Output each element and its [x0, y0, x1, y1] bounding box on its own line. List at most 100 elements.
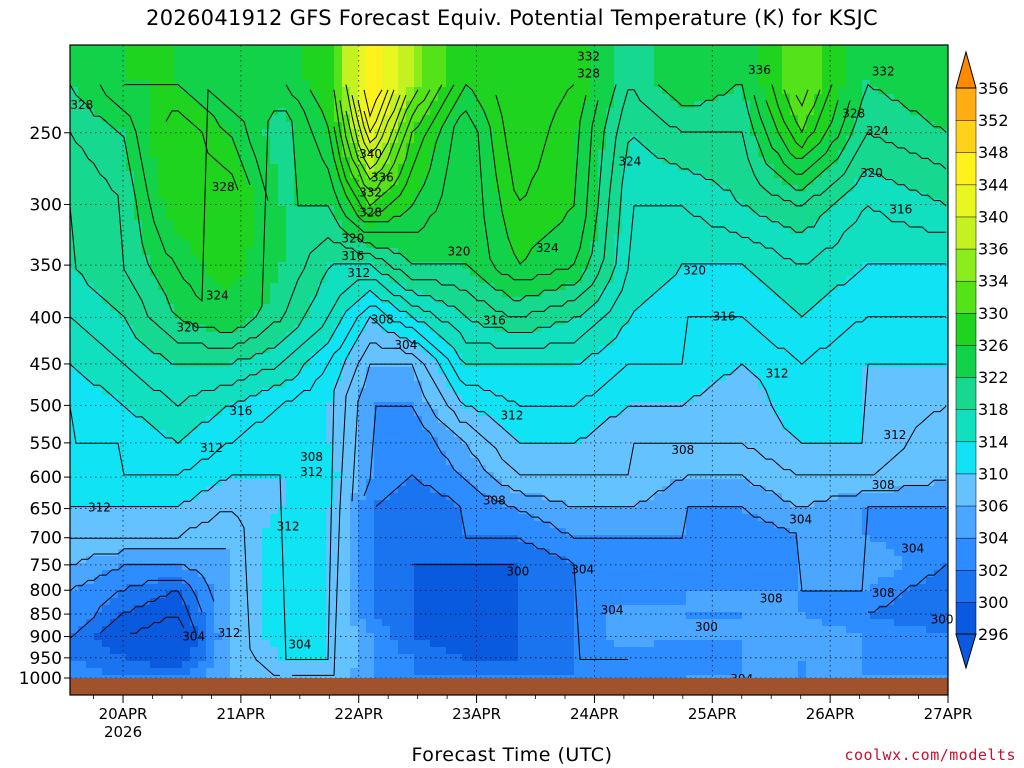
heatmap-cell	[478, 444, 487, 452]
heatmap-cell	[254, 157, 263, 165]
heatmap-cell	[414, 640, 423, 648]
heatmap-cell	[70, 374, 79, 382]
heatmap-cell	[206, 591, 215, 599]
heatmap-cell	[182, 192, 191, 200]
heatmap-cell	[238, 605, 247, 613]
heatmap-cell	[478, 122, 487, 130]
heatmap-cell	[342, 353, 351, 361]
heatmap-cell	[486, 150, 495, 158]
heatmap-cell	[294, 521, 303, 529]
heatmap-cell	[126, 416, 135, 424]
heatmap-cell	[142, 94, 151, 102]
heatmap-cell	[126, 325, 135, 333]
heatmap-cell	[118, 668, 127, 676]
heatmap-cell	[358, 178, 367, 186]
heatmap-cell	[390, 325, 399, 333]
heatmap-cell	[142, 640, 151, 648]
heatmap-cell	[94, 640, 103, 648]
heatmap-cell	[366, 59, 375, 67]
heatmap-cell	[214, 115, 223, 123]
heatmap-cell	[142, 297, 151, 305]
heatmap-cell	[246, 220, 255, 228]
heatmap-cell	[334, 136, 343, 144]
heatmap-cell	[486, 164, 495, 172]
heatmap-cell	[494, 619, 503, 627]
heatmap-cell	[302, 171, 311, 179]
heatmap-cell	[286, 458, 295, 466]
heatmap-cell	[350, 605, 359, 613]
heatmap-cell	[86, 185, 95, 193]
heatmap-cell	[350, 479, 359, 487]
heatmap-cell	[302, 395, 311, 403]
heatmap-cell	[350, 262, 359, 270]
heatmap-cell	[238, 633, 247, 641]
heatmap-cell	[318, 339, 327, 347]
heatmap-cell	[238, 542, 247, 550]
heatmap-cell	[222, 444, 231, 452]
heatmap-cell	[302, 444, 311, 452]
heatmap-cell	[414, 325, 423, 333]
heatmap-cell	[486, 486, 495, 494]
heatmap-cell	[302, 409, 311, 417]
heatmap-cell	[350, 402, 359, 410]
heatmap-cell	[246, 115, 255, 123]
heatmap-cell	[446, 458, 455, 466]
heatmap-cell	[358, 500, 367, 508]
heatmap-cell	[262, 521, 271, 529]
heatmap-cell	[406, 283, 415, 291]
heatmap-cell	[190, 549, 199, 557]
heatmap-cell	[142, 668, 151, 676]
heatmap-cell	[398, 507, 407, 515]
heatmap-cell	[94, 304, 103, 312]
heatmap-cell	[294, 549, 303, 557]
heatmap-cell	[222, 157, 231, 165]
heatmap-cell	[158, 164, 167, 172]
heatmap-cell	[398, 409, 407, 417]
heatmap-cell	[246, 451, 255, 459]
heatmap-cell	[502, 164, 511, 172]
heatmap-cell	[174, 304, 183, 312]
heatmap-cell	[230, 486, 239, 494]
heatmap-cell	[390, 52, 399, 60]
heatmap-cell	[286, 220, 295, 228]
heatmap-cell	[302, 535, 311, 543]
heatmap-cell	[102, 311, 111, 319]
heatmap-cell	[302, 311, 311, 319]
heatmap-cell	[214, 108, 223, 116]
heatmap-cell	[150, 262, 159, 270]
heatmap-cell	[278, 500, 287, 508]
heatmap-cell	[198, 101, 207, 109]
heatmap-cell	[502, 318, 511, 326]
heatmap-cell	[302, 101, 311, 109]
heatmap-cell	[182, 136, 191, 144]
heatmap-cell	[190, 381, 199, 389]
heatmap-cells	[70, 45, 948, 678]
heatmap-cell	[414, 612, 423, 620]
heatmap-cell	[422, 437, 431, 445]
heatmap-cell	[454, 458, 463, 466]
heatmap-cell	[318, 381, 327, 389]
heatmap-cell	[206, 192, 215, 200]
heatmap-cell	[158, 248, 167, 256]
heatmap-cell	[414, 584, 423, 592]
heatmap-cell	[142, 248, 151, 256]
heatmap-cell	[150, 675, 159, 678]
heatmap-cell	[502, 269, 511, 277]
heatmap-cell	[254, 87, 263, 95]
heatmap-cell	[102, 647, 111, 655]
heatmap-cell	[70, 283, 79, 291]
heatmap-cell	[150, 199, 159, 207]
heatmap-cell	[214, 325, 223, 333]
heatmap-cell	[198, 668, 207, 676]
heatmap-cell	[294, 108, 303, 116]
heatmap-cell	[358, 409, 367, 417]
heatmap-cell	[454, 591, 463, 599]
heatmap-cell	[230, 612, 239, 620]
heatmap-cell	[478, 654, 487, 662]
heatmap-cell	[294, 45, 303, 53]
heatmap-cell	[110, 668, 119, 676]
heatmap-cell	[462, 101, 471, 109]
heatmap-cell	[278, 157, 287, 165]
heatmap-cell	[422, 94, 431, 102]
heatmap-cell	[502, 500, 511, 508]
